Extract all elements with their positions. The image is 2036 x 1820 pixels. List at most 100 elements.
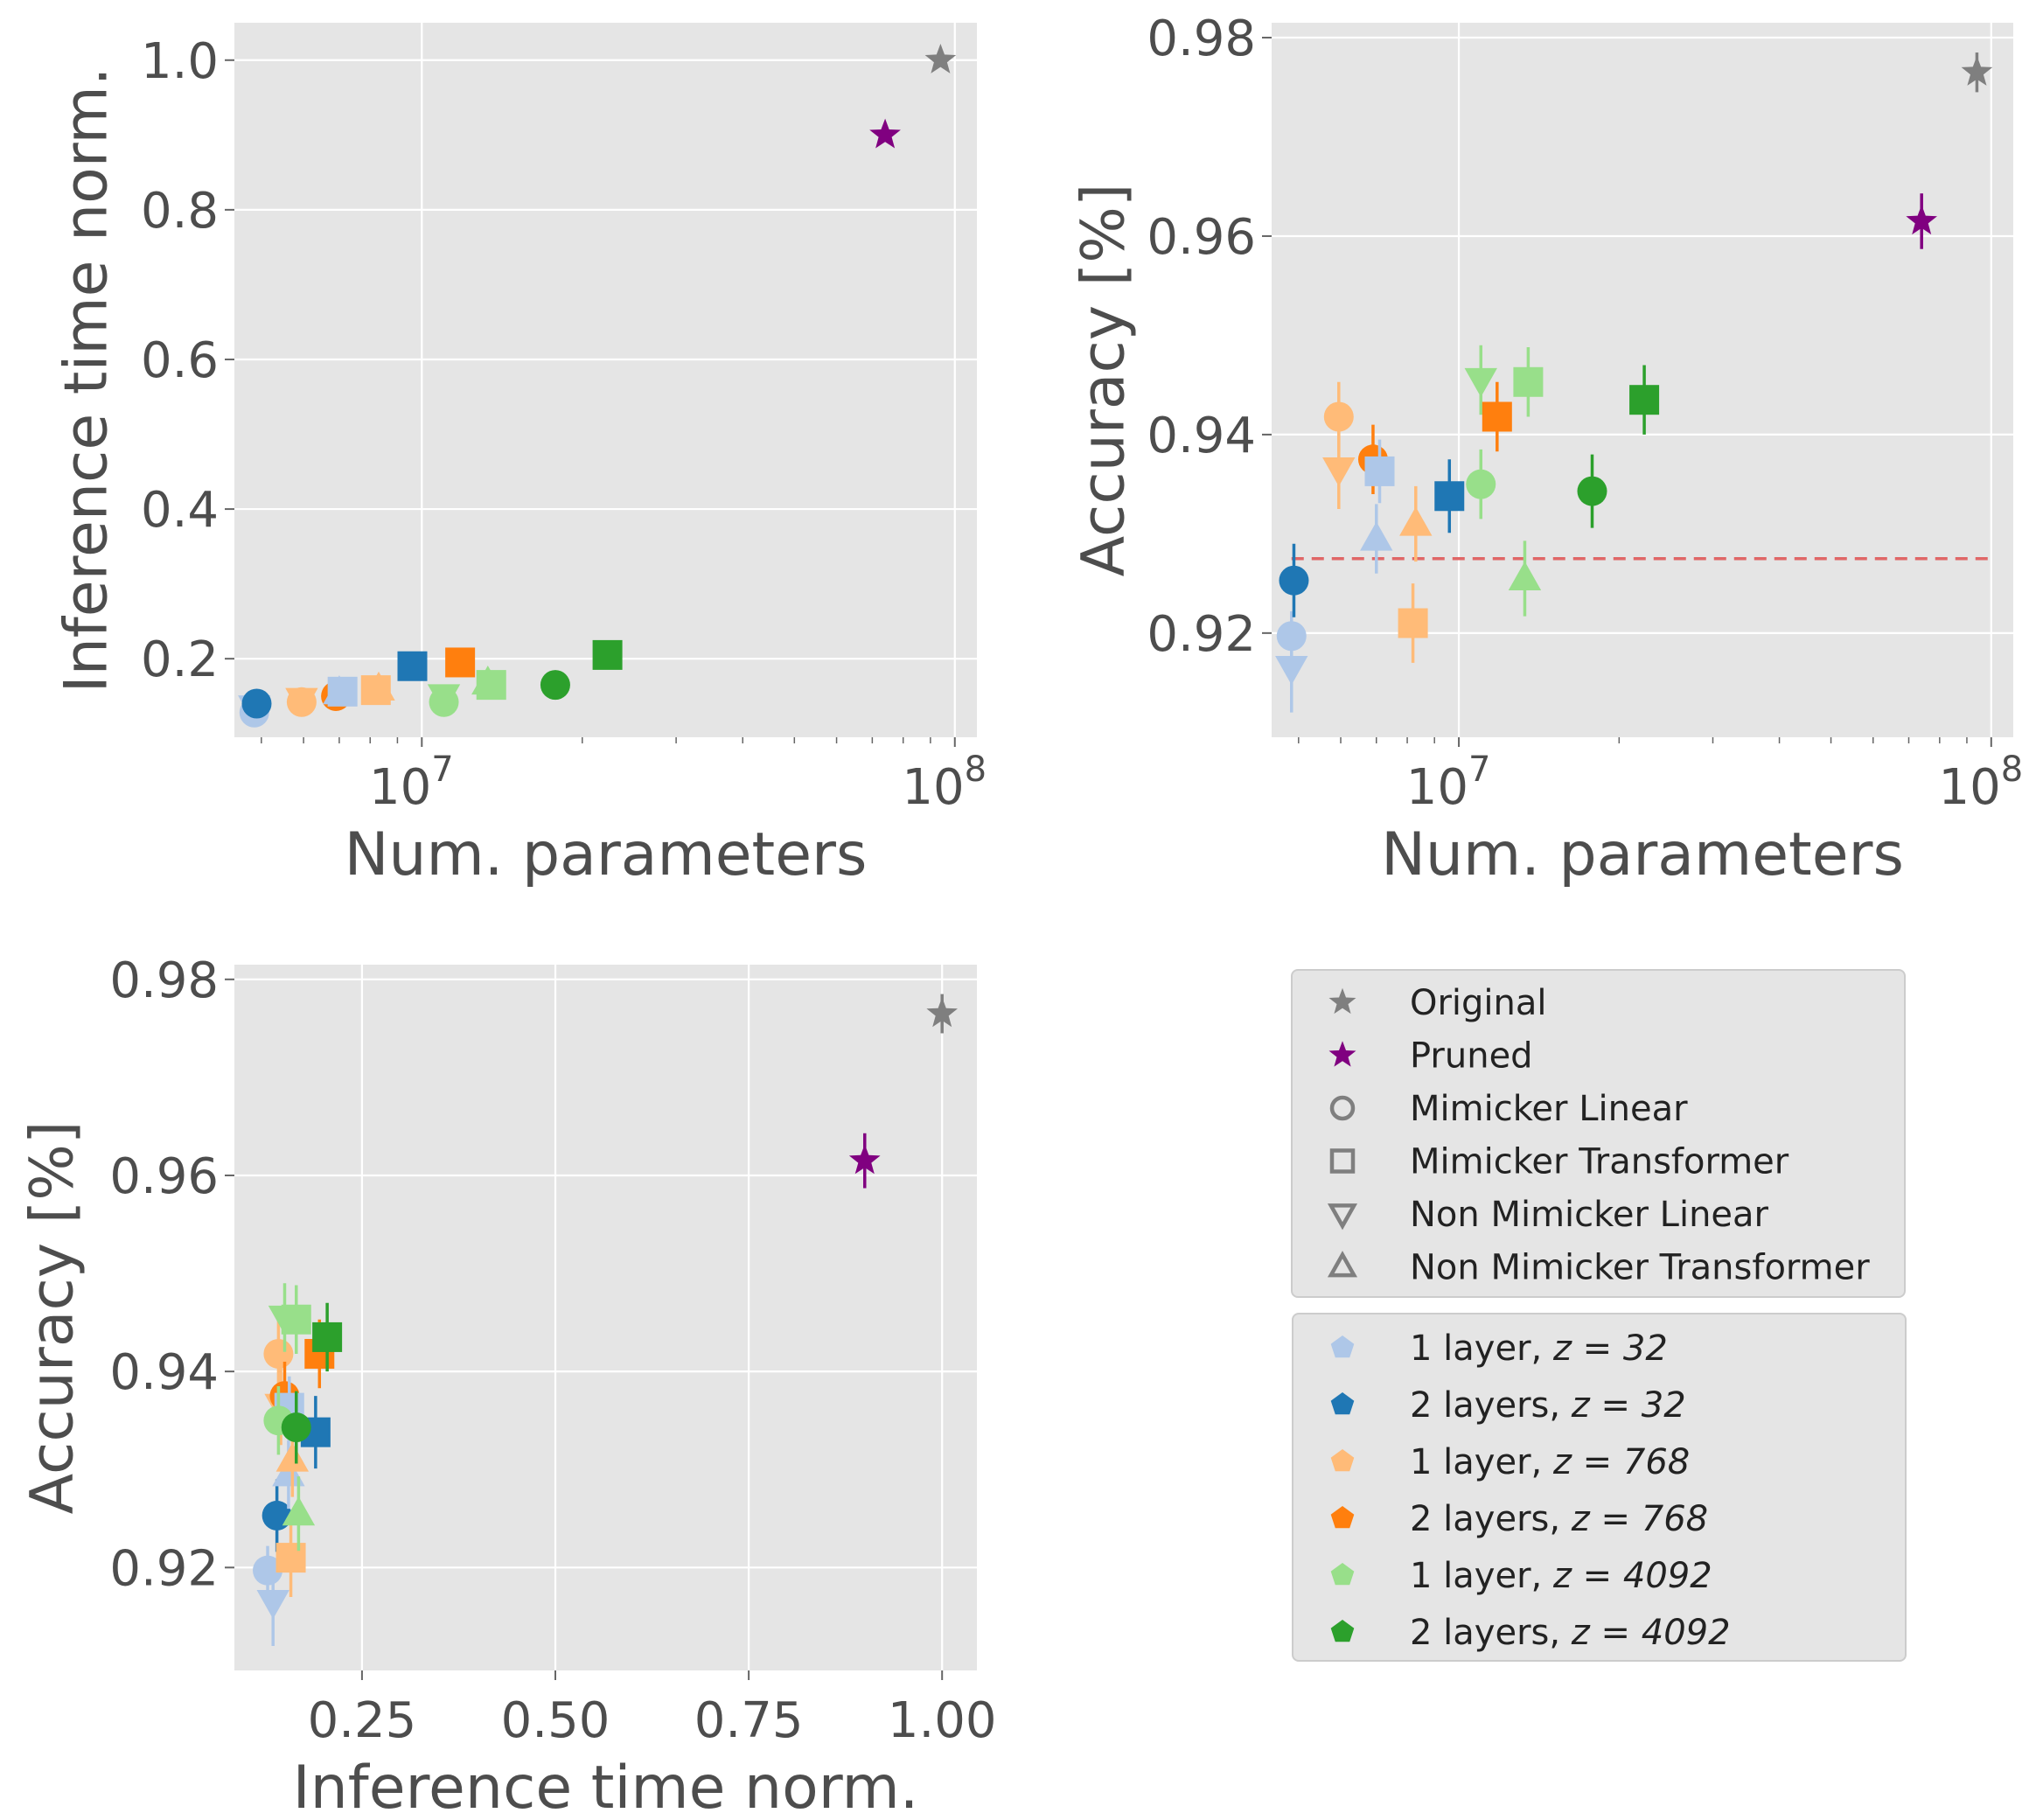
point-non-mimicker-transformer-1-layer-z-4092 [282, 1496, 316, 1526]
legend-frame [1292, 1313, 1907, 1662]
y-tick-label: 0.96 [109, 1148, 219, 1205]
y-tick-label: 0.6 [141, 332, 219, 389]
legend-label: 2 layers, z = 32 [1410, 1385, 1686, 1426]
point-non-mimicker-transformer-1-layer-z-32 [272, 1457, 305, 1487]
point-mimicker-transformer-1-layer-z-32 [327, 676, 358, 707]
legend-entry-original: Original [1328, 983, 1547, 1023]
y-tick-label: 0.92 [109, 1540, 219, 1597]
legend-entry-mimicker-transformer: Mimicker Transformer [1329, 1142, 1789, 1182]
point-mimicker-transformer-2-layers-z-32 [397, 651, 428, 681]
x-tick-label: 107 [369, 750, 454, 816]
point-original [926, 997, 958, 1028]
legend-marker-pentagon [1330, 1563, 1355, 1586]
y-tick-label: 0.98 [109, 952, 219, 1009]
tick-labels: 107 108 0.92 0.94 0.96 0.98 [1147, 10, 2023, 816]
y-tick-label: 0.94 [109, 1344, 219, 1401]
x-axis-label: Num. parameters [345, 820, 868, 889]
legend-entry-1-layer-z-4092: 1 layer, z = 4092 [1330, 1556, 1712, 1596]
gridlines [1272, 23, 2013, 737]
point-mimicker-transformer-1-layer-z-4092 [476, 670, 506, 701]
x-tick-exponent: 7 [1468, 750, 1490, 790]
x-tick-label: 1.00 [888, 1692, 997, 1749]
point-mimicker-transformer-1-layer-z-768 [1398, 608, 1428, 638]
legend-label: 1 layer, z = 4092 [1410, 1556, 1712, 1596]
plot-inference-time-vs-accuracy: 0.25 0.50 0.75 1.00 0.92 0.94 0.96 0.98 Inferenc… [18, 952, 997, 1820]
y-axis-label: Accuracy [%] [18, 1121, 87, 1515]
legend-frame [1291, 969, 1906, 1298]
point-mimicker-transformer-2-layers-z-32 [1434, 481, 1465, 512]
point-original [924, 44, 957, 73]
data-points [1275, 52, 1993, 713]
legend-marker-pentagon [1330, 1506, 1355, 1529]
x-tick-label: 0.25 [308, 1692, 417, 1749]
point-mimicker-linear-1-layer-z-768 [263, 1338, 294, 1369]
minor-ticks [261, 737, 931, 743]
point-mimicker-transformer-1-layer-z-768 [360, 675, 391, 706]
point-non-mimicker-transformer-1-layer-z-768 [275, 1442, 310, 1472]
legend-marker-star [1328, 987, 1356, 1015]
legend-marker-pentagon [1330, 1449, 1355, 1472]
tick-labels: 0.25 0.50 0.75 1.00 0.92 0.94 0.96 0.98 [109, 952, 996, 1749]
point-pruned [869, 118, 901, 149]
point-mimicker-linear-2-layers-z-4092 [281, 1412, 311, 1443]
y-tick-label: 0.98 [1147, 10, 1256, 67]
plot-params-vs-accuracy: 107 108 0.92 0.94 0.96 0.98 Num. parameters Acc… [1070, 10, 2024, 889]
minor-ticks [1298, 737, 1968, 743]
point-mimicker-transformer-1-layer-z-32 [1364, 456, 1395, 486]
x-tick-exponent: 7 [431, 750, 453, 790]
y-tick-label: 0.8 [141, 183, 219, 240]
point-mimicker-linear-1-layer-z-4092 [1466, 469, 1496, 499]
y-tick-label: 0.4 [141, 482, 219, 539]
point-mimicker-linear-2-layers-z-32 [1279, 565, 1309, 596]
x-tick-exponent: 8 [965, 750, 987, 790]
y-axis-label: Accuracy [%] [1070, 184, 1139, 577]
point-mimicker-transformer-2-layers-z-768 [1482, 401, 1512, 432]
x-tick-label: 0.75 [694, 1692, 804, 1749]
legend-configs: 1 layer, z = 32 2 layers, z = 32 1 layer, … [1292, 1313, 1907, 1662]
point-mimicker-transformer-2-layers-z-4092 [312, 1321, 343, 1352]
point-mimicker-transformer-1-layer-z-768 [275, 1543, 306, 1573]
point-mimicker-linear-2-layers-z-4092 [1577, 476, 1607, 506]
legend-marker-pentagon [1330, 1392, 1355, 1415]
x-tick-label: 0.50 [501, 1692, 610, 1749]
legend-math: z = 4092 [1552, 1556, 1712, 1596]
x-axis-label: Inference time norm. [293, 1754, 919, 1820]
point-mimicker-linear-1-layer-z-32 [1276, 621, 1307, 652]
legend-entry-non-mimicker-transformer: Non Mimicker Transformer [1327, 1248, 1870, 1288]
y-tick-label: 0.96 [1147, 209, 1256, 266]
legend-entry-1-layer-z-32: 1 layer, z = 32 [1330, 1328, 1668, 1369]
data-points [253, 994, 958, 1646]
x-tick-label: 108 [902, 750, 987, 816]
legend-math: z = 32 [1552, 1328, 1668, 1369]
point-mimicker-transformer-1-layer-z-4092 [1513, 366, 1544, 397]
point-mimicker-linear-2-layers-z-4092 [540, 670, 570, 701]
legend-marker-circle [1329, 1095, 1356, 1121]
x-tick-label: 108 [1938, 750, 2023, 816]
plot-area [1272, 23, 2013, 737]
point-non-mimicker-linear-1-layer-z-32 [256, 1589, 289, 1620]
x-tick-exponent: 8 [2001, 750, 2023, 790]
legend-label: 1 layer, z = 768 [1410, 1442, 1690, 1482]
legend-entry-2-layers-z-32: 2 layers, z = 32 [1330, 1385, 1686, 1426]
x-axis-label: Num. parameters [1381, 820, 1904, 889]
point-mimicker-linear-2-layers-z-32 [241, 688, 272, 719]
legend-label: 2 layers, z = 4092 [1410, 1613, 1731, 1653]
point-non-mimicker-linear-1-layer-z-32 [1275, 655, 1308, 686]
plot-area [234, 23, 977, 737]
gridlines [234, 965, 977, 1670]
point-pruned [848, 1144, 881, 1175]
point-non-mimicker-linear-1-layer-z-4092 [1464, 367, 1497, 398]
y-tick-label: 0.2 [141, 631, 219, 688]
legend-math: z = 768 [1571, 1499, 1708, 1539]
point-mimicker-transformer-1-layer-z-4092 [281, 1304, 311, 1335]
legend-label: Non Mimicker Transformer [1410, 1248, 1870, 1288]
plot-params-vs-inference-time: 107 108 0.2 0.4 0.6 0.8 1.0 Num. parameters Infe… [52, 23, 987, 889]
point-mimicker-transformer-2-layers-z-4092 [1629, 385, 1660, 415]
point-original [1961, 56, 1993, 86]
point-non-mimicker-linear-1-layer-z-4092 [427, 684, 461, 714]
point-mimicker-transformer-2-layers-z-768 [445, 647, 476, 678]
legend-marker-star [1328, 1041, 1356, 1067]
legend-label: Mimicker Linear [1410, 1089, 1688, 1129]
legend-label: Pruned [1410, 1036, 1533, 1077]
